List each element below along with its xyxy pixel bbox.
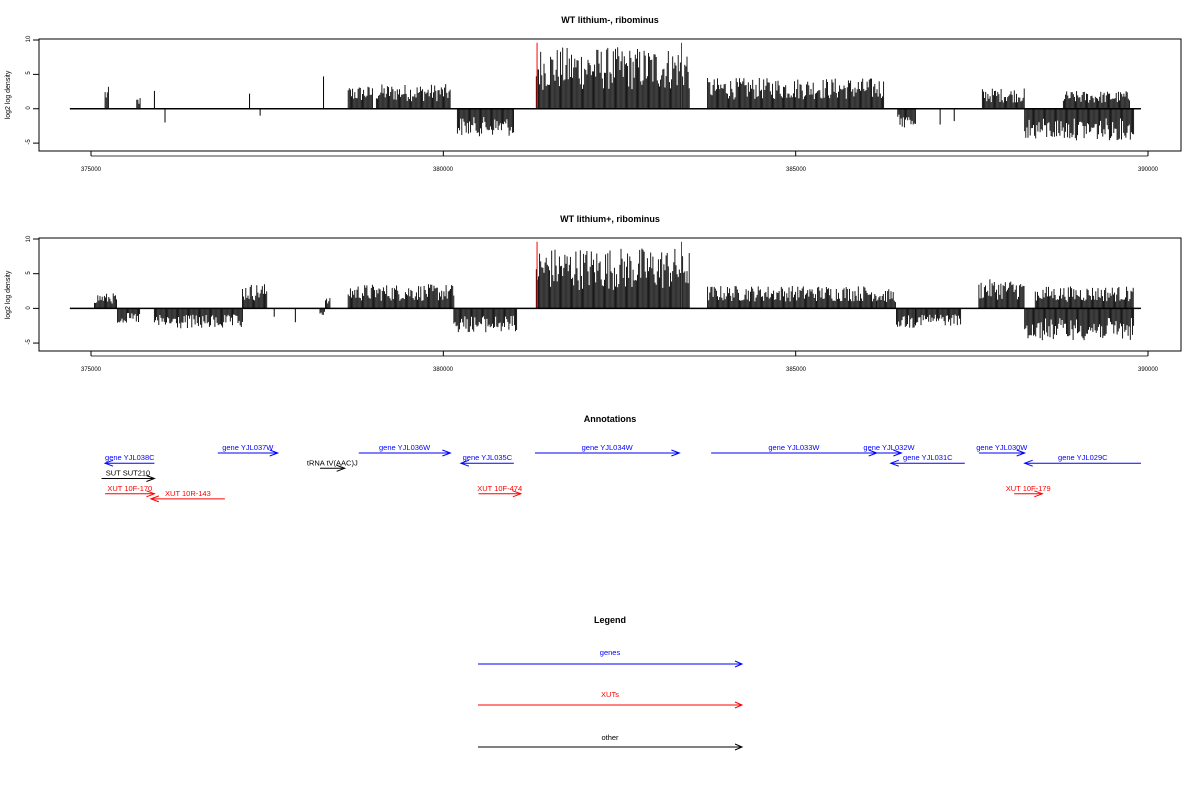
legend-label: genes (600, 648, 621, 657)
feature-label: XUT 10F-179 (1006, 484, 1051, 493)
y-tick-label: 10 (26, 35, 32, 42)
legend-arrowhead (734, 743, 744, 751)
legend-arrowhead (734, 701, 744, 709)
feature-label: XUT 10F-474 (477, 484, 522, 493)
legend-title: Legend (594, 615, 626, 625)
feature-arrowhead (149, 495, 160, 503)
x-tick-label: 385000 (786, 167, 807, 173)
feature-label: gene YJL036W (379, 443, 431, 452)
feature-arrowhead (336, 464, 347, 472)
legend-item-xuts: XUTs (478, 690, 744, 709)
y-tick-label: 5 (26, 71, 32, 75)
feature-label: XUT 10R-143 (165, 489, 211, 498)
feature-label: tRNA tV(AAC)J (307, 458, 358, 467)
feature-label: gene YJL032W (863, 443, 915, 452)
y-tick-label: 0 (26, 306, 32, 310)
plot-frame (38, 38, 1182, 152)
x-tick-label: 375000 (81, 167, 102, 173)
y-tick-label: 10 (26, 235, 32, 242)
annotations-panel: Annotations gene YJL038C gene YJL037W tRNA… (101, 414, 1141, 503)
feature-arrowhead (459, 459, 470, 467)
feature-arrowhead (1023, 459, 1033, 467)
feature-arrowhead (442, 449, 452, 457)
feature-arrowhead (146, 490, 156, 498)
y-axis-label: log2 log density (5, 270, 12, 319)
legend-label: XUTs (601, 690, 619, 699)
legend-item-genes: genes (478, 648, 744, 668)
feature-gene: gene YJL031C (889, 453, 965, 467)
feature-gene: gene YJL038C (103, 453, 155, 467)
plot-frame (38, 237, 1182, 352)
feature-gene: gene YJL036W (358, 443, 452, 457)
y-tick-label: 0 (26, 106, 32, 110)
y-tick-label: -5 (26, 339, 32, 345)
feature-label: SUT SUT210 (106, 469, 150, 478)
x-tick-label: 375000 (81, 367, 102, 373)
feature-gene: gene YJL033W (711, 443, 879, 457)
feature-gene: gene YJL035C (459, 453, 514, 467)
legend: Legend genes XUTs other (478, 615, 744, 751)
track-panel-lithium-minus: WT lithium-, ribominus log2 log density … (5, 15, 1182, 173)
feature-xut: XUT 10F-474 (477, 484, 523, 498)
feature-gene: gene YJL032W (863, 443, 915, 457)
feature-arrowhead (1016, 449, 1027, 457)
y-tick-label: -5 (26, 139, 32, 145)
feature-label: gene YJL033W (768, 443, 820, 452)
feature-label: gene YJL038C (105, 453, 155, 462)
feature-xut: XUT 10F-179 (1006, 484, 1051, 498)
feature-arrowhead (889, 459, 899, 467)
y-axis-label: log2 log density (5, 70, 12, 119)
feature-xut: XUT 10F-170 (105, 484, 156, 498)
feature-label: gene YJL034W (582, 443, 634, 452)
x-tick-label: 390000 (1138, 367, 1159, 373)
feature-arrowhead (512, 490, 523, 498)
x-tick-label: 380000 (433, 367, 454, 373)
feature-gene: gene YJL037W (217, 443, 280, 457)
feature-arrowhead (269, 449, 280, 457)
feature-label: gene YJL037W (222, 443, 274, 452)
feature-arrowhead (893, 449, 903, 457)
feature-gene: gene YJL029C (1023, 453, 1141, 467)
feature-label: XUT 10F-170 (107, 484, 152, 493)
x-tick-label: 385000 (786, 367, 807, 373)
feature-arrowhead (1034, 490, 1044, 498)
feature-label: gene YJL030W (976, 443, 1028, 452)
feature-xut: XUT 10R-143 (149, 489, 225, 503)
legend-label: other (601, 733, 619, 742)
feature-arrowhead (146, 475, 156, 482)
legend-item-other: other (478, 733, 744, 751)
feature-label: gene YJL031C (903, 453, 953, 462)
track-panel-lithium-plus: WT lithium+, ribominus log2 log density … (5, 214, 1182, 373)
feature-other: SUT SUT210 (101, 469, 156, 482)
x-tick-label: 390000 (1138, 167, 1159, 173)
annotations-title: Annotations (584, 414, 637, 424)
feature-label: gene YJL035C (463, 453, 513, 462)
feature-gene: gene YJL034W (534, 443, 681, 457)
legend-arrowhead (734, 660, 744, 668)
feature-label: gene YJL029C (1058, 453, 1108, 462)
y-tick-label: 5 (26, 271, 32, 275)
feature-gene: gene YJL030W (976, 443, 1028, 457)
panel-title: WT lithium+, ribominus (560, 214, 660, 224)
feature-arrowhead (103, 459, 114, 467)
x-tick-label: 380000 (433, 167, 454, 173)
panel-title: WT lithium-, ribominus (561, 15, 659, 25)
feature-other: tRNA tV(AAC)J (307, 458, 358, 472)
feature-arrowhead (671, 449, 681, 457)
